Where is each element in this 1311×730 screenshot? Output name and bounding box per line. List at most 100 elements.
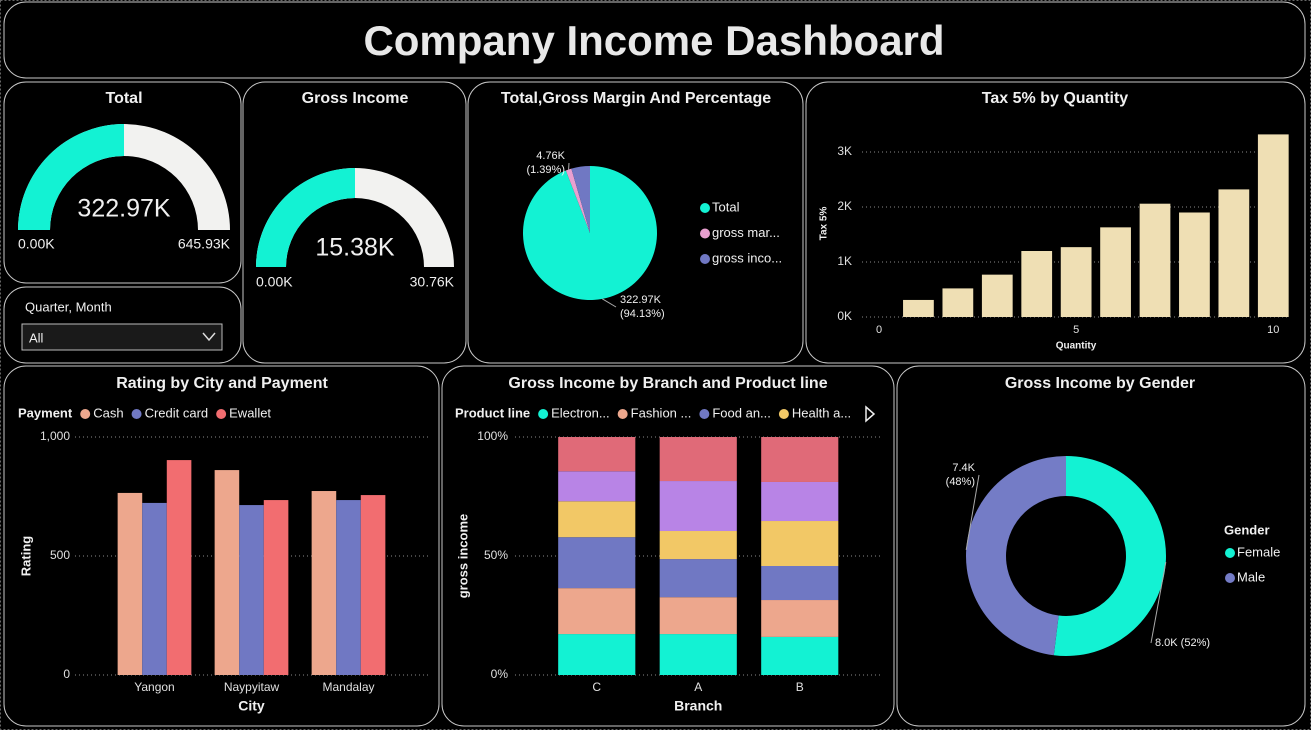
x-tick-label: Naypyitaw (224, 680, 280, 694)
bar-segment (558, 634, 636, 675)
y-tick-label: 1K (837, 254, 852, 268)
legend-label: Electron... (551, 405, 610, 420)
x-axis-title: Quantity (1056, 341, 1097, 352)
legend-marker (80, 409, 91, 419)
x-tick-label: B (796, 680, 804, 694)
data-label: 322.97K (94.13%) (620, 294, 665, 320)
legend-label: Female (1237, 544, 1280, 559)
x-tick-label: 0 (876, 324, 882, 336)
panel (3, 81, 242, 284)
pie-slice (565, 168, 590, 233)
bar-segment (761, 636, 839, 675)
data-label: 4.76K (1.39%) (526, 150, 565, 176)
chart-title: Gross Income (302, 90, 409, 107)
legend-marker (700, 228, 710, 239)
chart-title: Gross Income by Gender (1005, 375, 1195, 392)
y-tick-label: 3K (837, 144, 852, 158)
bar (942, 288, 974, 317)
bar (981, 274, 1013, 317)
y-tick-label: 50% (484, 548, 508, 562)
bar (263, 500, 289, 675)
legend-label: gross mar... (712, 225, 780, 240)
gauge-value (18, 124, 125, 230)
slicer-value: All (29, 330, 44, 345)
bar-segment (558, 437, 636, 472)
dropdown-chevron[interactable] (202, 332, 216, 342)
legend-label: gross inco... (712, 250, 782, 265)
gauge-range-label: 645.93K (178, 236, 231, 252)
bar (1218, 189, 1250, 317)
legend-label: Credit card (145, 405, 209, 420)
legend-marker (778, 409, 789, 419)
gauge-value-label: 15.38K (315, 234, 395, 262)
bar-segment (761, 600, 839, 637)
y-axis-title: Tax 5% (819, 207, 830, 241)
x-tick-label: A (694, 680, 702, 694)
pie-slice (571, 166, 590, 233)
legend-label: Fashion ... (631, 405, 692, 420)
bar-segment (659, 597, 737, 635)
slicer-dropdown[interactable] (21, 323, 223, 351)
bar (1021, 251, 1053, 317)
bar (142, 502, 167, 675)
data-label: 7.4K (48%) (946, 462, 976, 488)
gauge-range-label: 30.76K (410, 274, 455, 290)
legend-marker (131, 409, 142, 419)
x-tick-label: Yangon (134, 680, 174, 694)
bar (166, 460, 192, 675)
chart-title: Tax 5% by Quantity (982, 90, 1129, 107)
bar (239, 505, 264, 675)
bar-segment (659, 481, 737, 532)
panel (896, 365, 1306, 727)
legend-marker (700, 203, 710, 213)
legend-title: Product line (455, 405, 530, 420)
bar-segment (659, 634, 737, 675)
legend-label: Health a... (792, 405, 851, 420)
bar-segment (761, 565, 839, 601)
x-tick-label: Mandalay (322, 680, 374, 694)
bar-segment (659, 559, 737, 598)
panel (242, 81, 467, 364)
donut-slice (1053, 456, 1166, 656)
chart-title: Total (105, 90, 142, 107)
legend-marker (1225, 573, 1235, 583)
y-tick-label: 0% (491, 667, 509, 681)
chart-title: Rating by City and Payment (116, 375, 328, 392)
bar-segment (761, 521, 839, 566)
y-tick-label: 1,000 (40, 429, 70, 443)
leader-line (1150, 562, 1167, 644)
leader-line (965, 474, 980, 550)
bar-segment (659, 437, 737, 482)
bar (214, 470, 240, 675)
bar-segment (659, 531, 737, 560)
gauge-value-label: 322.97K (77, 195, 170, 223)
x-tick-label: C (592, 680, 601, 694)
legend-label: Food an... (712, 405, 771, 420)
legend-scroll-arrow[interactable] (865, 405, 876, 423)
legend-label: Cash (93, 405, 123, 420)
legend-label: Ewallet (229, 405, 271, 420)
bar-segment (558, 537, 636, 589)
bar-segment (761, 481, 839, 522)
x-tick-label: 10 (1267, 324, 1279, 336)
bar-segment (558, 501, 636, 538)
x-axis-title: City (238, 698, 265, 714)
slicer-label: Quarter, Month (25, 299, 112, 314)
y-tick-label: 2K (837, 199, 852, 213)
bar-segment (761, 437, 839, 482)
bar (360, 495, 386, 675)
bar (1139, 203, 1171, 317)
y-tick-label: 100% (477, 429, 508, 443)
chart-title: Total,Gross Margin And Percentage (501, 90, 771, 107)
y-axis-title: Rating (18, 536, 33, 577)
legend-label: Male (1237, 569, 1265, 584)
chart-title: Gross Income by Branch and Product line (508, 375, 827, 392)
y-tick-label: 0 (63, 667, 70, 681)
bar (903, 299, 934, 317)
title-panel (3, 1, 1306, 79)
bar-segment (558, 471, 636, 502)
bar (1060, 247, 1092, 317)
bar (117, 492, 143, 675)
legend-title: Payment (18, 405, 73, 420)
